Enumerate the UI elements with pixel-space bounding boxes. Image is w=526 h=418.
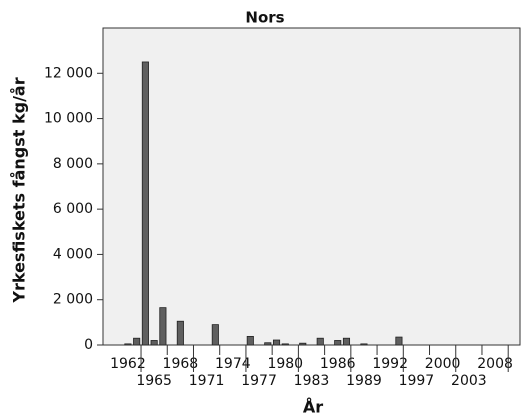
bar [150, 340, 158, 346]
x-tick-label: 1968 [163, 356, 199, 372]
y-tick-label: 4 000 [53, 246, 93, 262]
bar [176, 320, 184, 346]
chart-title: Nors [245, 9, 284, 27]
bar [299, 342, 307, 346]
y-tick-label: 6 000 [53, 201, 93, 217]
y-tick-label: 8 000 [53, 156, 93, 172]
bar [246, 335, 254, 346]
bar [159, 307, 167, 346]
bar [395, 336, 403, 346]
x-tick-label: 2003 [451, 373, 487, 389]
x-axis-title: År [303, 398, 323, 417]
y-tick-label: 2 000 [53, 292, 93, 308]
x-tick-label: 1977 [241, 373, 277, 389]
bar [272, 339, 281, 346]
x-tick-label: 1983 [294, 373, 330, 389]
x-tick-label: 1997 [399, 373, 435, 389]
bar [342, 337, 351, 346]
x-tick-label: 1974 [215, 356, 251, 372]
bar [264, 342, 272, 346]
plot-area [102, 27, 521, 346]
y-tick-label: 0 [84, 337, 93, 353]
bar [281, 343, 289, 346]
x-tick-label: 1962 [110, 356, 146, 372]
x-tick-label: 2008 [477, 356, 513, 372]
x-tick-label: 1989 [346, 373, 382, 389]
y-tick-label: 10 000 [44, 111, 93, 127]
bar [141, 61, 149, 346]
x-tick-label: 2000 [425, 356, 461, 372]
x-tick-label: 1965 [136, 373, 172, 389]
y-axis-title: Yrkesfiskets fångst kg/år [10, 77, 29, 303]
y-tick-label: 12 000 [44, 65, 93, 81]
bar [334, 340, 342, 346]
x-tick-label: 1971 [189, 373, 225, 389]
bar [133, 337, 141, 346]
bar [316, 337, 324, 346]
bar [211, 324, 219, 346]
x-tick-label: 1992 [372, 356, 408, 372]
x-tick-label: 1986 [320, 356, 356, 372]
x-tick-label: 1980 [267, 356, 303, 372]
bar [124, 343, 132, 346]
bar [360, 343, 368, 346]
